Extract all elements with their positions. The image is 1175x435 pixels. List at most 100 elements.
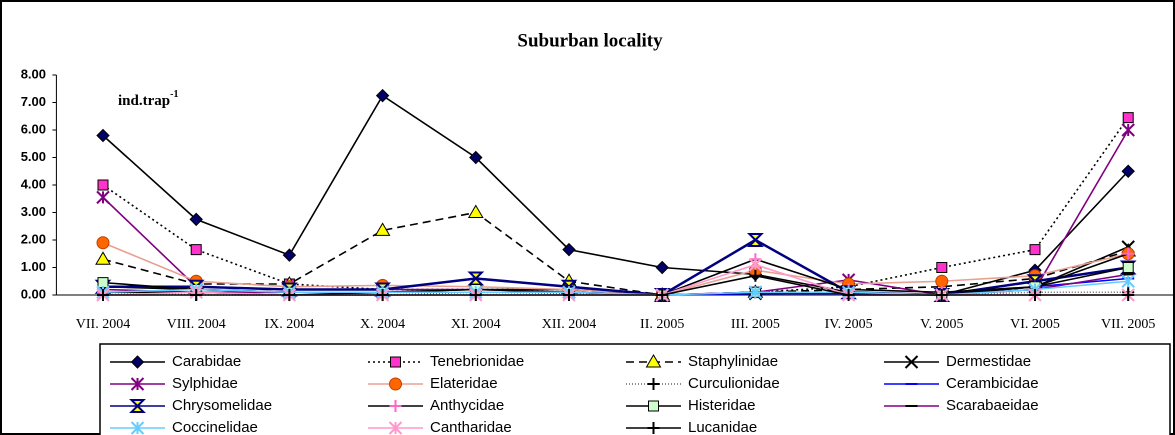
series-line <box>102 242 1129 296</box>
legend-label: Dermestidae <box>946 353 1031 370</box>
point <box>467 271 485 286</box>
series <box>97 269 1135 301</box>
point <box>563 289 575 301</box>
point <box>95 251 111 265</box>
point <box>96 128 110 143</box>
point <box>842 289 855 301</box>
point <box>97 289 109 301</box>
point <box>935 289 948 301</box>
series-line <box>103 238 1129 297</box>
y-tick-label: 1.00 <box>21 259 46 274</box>
point <box>97 277 109 289</box>
annotation-text: ind.trap <box>118 93 170 109</box>
y-tick-label: 4.00 <box>21 176 46 191</box>
y-tick-label: 0.00 <box>21 286 46 301</box>
point <box>1029 244 1041 256</box>
point <box>469 289 482 301</box>
legend-label: Lucanidae <box>688 419 757 435</box>
legend-box <box>99 343 1171 435</box>
point <box>749 269 762 282</box>
point <box>97 179 109 191</box>
series-line <box>102 117 1129 296</box>
legend-label: Elateridae <box>430 375 498 392</box>
chart-title: Suburban locality <box>517 30 663 51</box>
legend-label: Curculionidae <box>688 375 780 392</box>
legend-label: Cerambicidae <box>946 375 1039 392</box>
legend-marker <box>648 400 659 412</box>
point <box>1122 112 1134 124</box>
point <box>283 289 296 301</box>
point <box>1122 247 1135 260</box>
point <box>1121 274 1135 288</box>
point <box>748 258 763 272</box>
legend-label: Carabidae <box>172 353 241 370</box>
y-tick-label: 2.00 <box>21 231 46 246</box>
series-line <box>102 211 1129 296</box>
legend-marker <box>904 355 919 369</box>
x-tick-label: V. 2005 <box>920 317 963 332</box>
point <box>655 260 669 275</box>
point <box>375 88 390 103</box>
point <box>96 190 110 205</box>
x-tick-label: VII. 2004 <box>76 317 130 332</box>
legend-label: Anthycidae <box>430 397 504 414</box>
legend-marker <box>645 354 662 368</box>
point <box>190 289 203 301</box>
x-tick-label: XII. 2004 <box>542 317 596 332</box>
point <box>1121 123 1135 137</box>
point <box>1122 289 1135 301</box>
x-tick-label: III. 2005 <box>731 317 780 332</box>
x-tick-label: II. 2005 <box>640 317 684 332</box>
x-tick-label: VI. 2005 <box>1010 317 1060 332</box>
point <box>935 274 949 288</box>
y-tick-label: 7.00 <box>21 94 46 109</box>
legend-label: Chrysomelidae <box>172 397 272 414</box>
point <box>469 150 483 165</box>
point <box>1122 262 1134 273</box>
legend-label: Scarabaeidae <box>946 397 1039 414</box>
point <box>936 262 948 273</box>
point <box>96 236 110 250</box>
y-tick-label: 3.00 <box>21 204 46 219</box>
y-tick-label: 8.00 <box>21 66 46 81</box>
legend-marker <box>647 378 660 390</box>
annotation: ind.trap-1 <box>118 89 178 109</box>
legend-marker <box>390 356 401 368</box>
series-line <box>102 280 1129 296</box>
x-tick-label: VIII. 2004 <box>167 317 226 332</box>
legend-label: Tenebrionidae <box>430 353 524 370</box>
legend-label: Coccinelidae <box>172 419 258 435</box>
x-tick-label: IX. 2004 <box>265 317 315 332</box>
point <box>1121 164 1135 178</box>
legend-marker <box>130 377 145 391</box>
x-tick-label: X. 2004 <box>360 317 405 332</box>
point <box>467 204 484 218</box>
x-tick-label: IV. 2005 <box>825 317 873 332</box>
legend-label: Staphylinidae <box>688 353 778 370</box>
y-tick-label: 5.00 <box>21 149 46 164</box>
legend-marker <box>130 421 145 435</box>
point <box>746 233 764 247</box>
point <box>374 222 391 236</box>
legend-marker <box>389 400 402 412</box>
point <box>376 289 389 301</box>
annotation-superscript: -1 <box>170 89 178 100</box>
legend-label: Cantharidae <box>430 419 512 435</box>
point <box>1029 289 1041 301</box>
x-tick-label: XI. 2004 <box>451 317 501 332</box>
y-tick-label: 6.00 <box>21 121 46 136</box>
legend-marker <box>129 399 146 413</box>
point <box>748 285 763 299</box>
x-tick-label: VII. 2005 <box>1101 317 1155 332</box>
point <box>562 242 576 257</box>
legend-marker <box>647 422 660 434</box>
series-line <box>103 274 1129 296</box>
legend-marker <box>389 377 402 391</box>
legend-label: Sylphidae <box>172 375 238 392</box>
point <box>282 248 297 262</box>
legend-marker <box>130 355 145 369</box>
legend-label: Histeridae <box>688 397 756 414</box>
point <box>190 244 202 256</box>
legend-marker <box>388 421 403 435</box>
